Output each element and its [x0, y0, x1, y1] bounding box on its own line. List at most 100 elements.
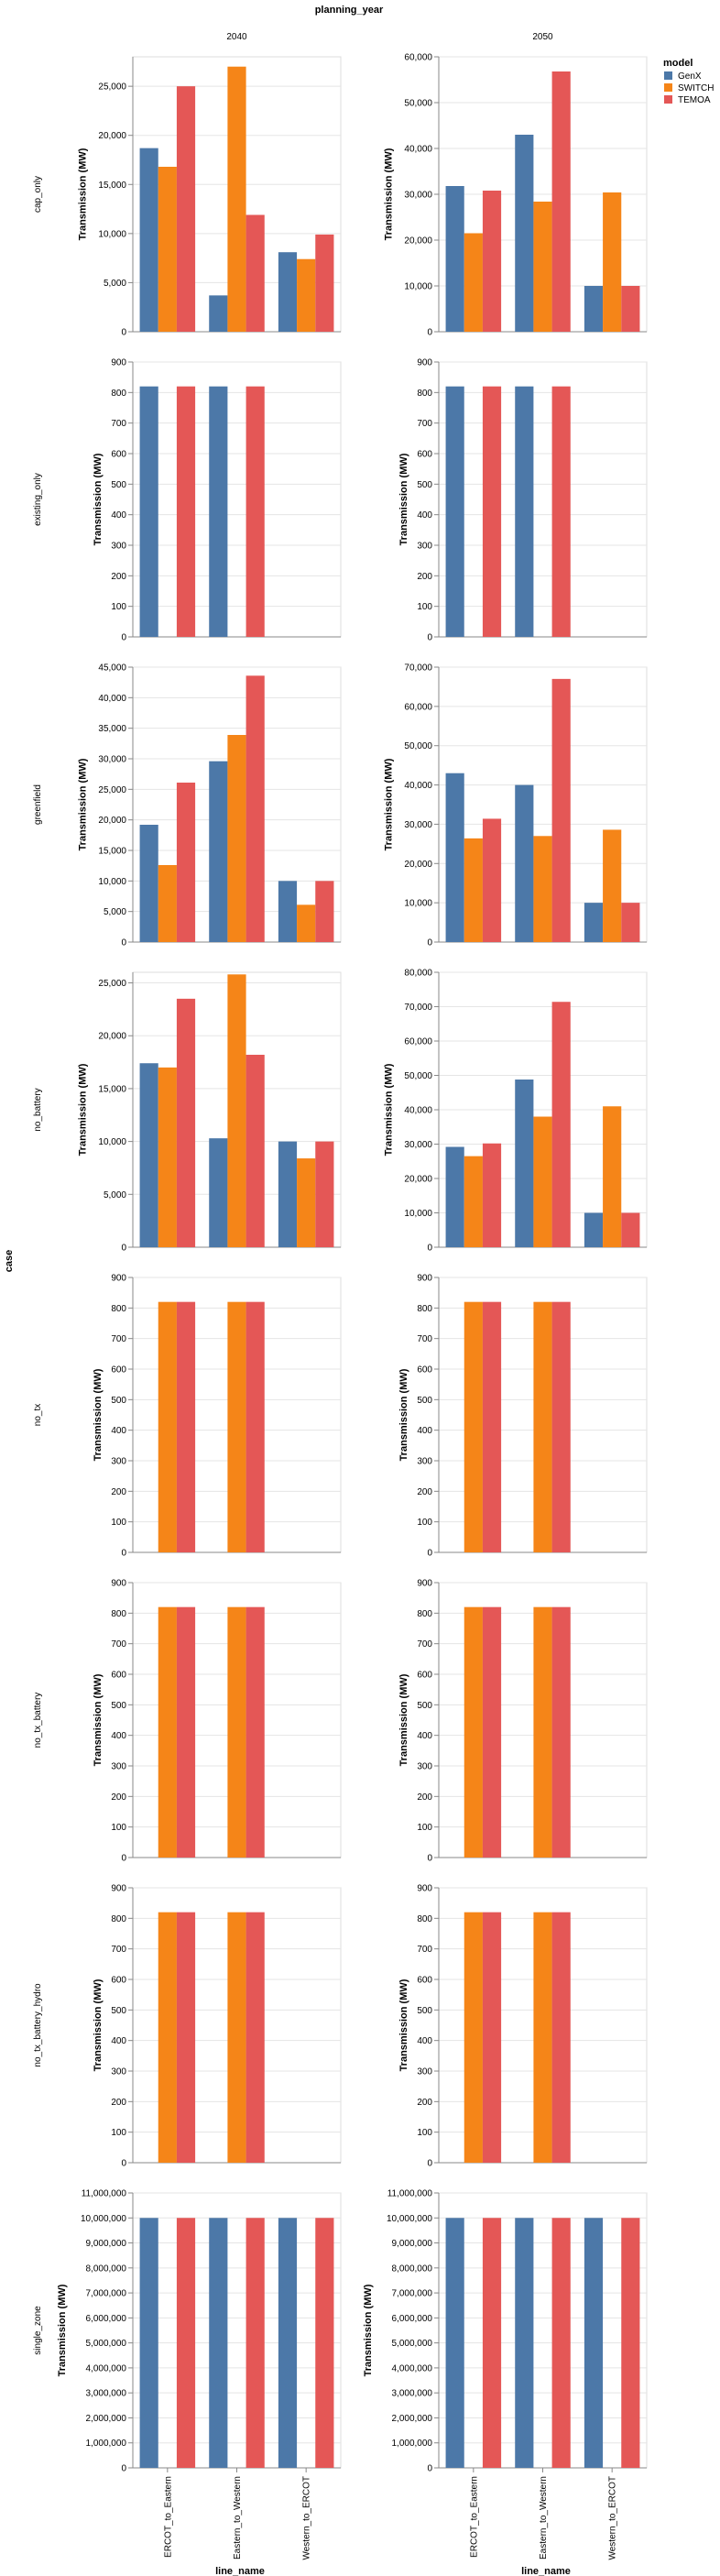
bar-greenfield-2050-genx-ercot-to-eastern — [445, 773, 464, 942]
panel-single-zone-2050-y-tick-label: 8,000,000 — [392, 2264, 433, 2274]
panel-single-zone-2040-y-tick-label: 11,000,000 — [82, 2189, 127, 2199]
bar-no-battery-2050-temoa-western-to-ercot — [621, 1212, 640, 1247]
panel-single-zone-2050-y-tick-label: 0 — [427, 2464, 432, 2474]
panel-greenfield-2050-y-tick-label: 10,000 — [404, 899, 432, 909]
panel-no-tx-battery-2040-y-tick-label: 800 — [111, 1609, 126, 1619]
bar-greenfield-2050-genx-western-to-ercot — [584, 903, 604, 942]
panel-existing-only-2050-y-tick-label: 800 — [417, 389, 432, 399]
panel-existing-only-2040-frame — [132, 361, 342, 638]
panel-no-tx-battery-hydro-2050-y-axis-title: Transmission (MW) — [398, 1979, 409, 2071]
column-facet-title: planning_year — [315, 5, 384, 16]
bar-no-tx-2040-switch-ercot-to-eastern — [158, 1301, 177, 1552]
panel-no-tx-2050-y-tick-label: 600 — [417, 1365, 432, 1376]
panel-no-tx-battery-2040-y-tick-label: 600 — [111, 1671, 126, 1681]
panel-no-tx-battery-2050-y-tick-label: 800 — [417, 1609, 432, 1619]
x-tick-label-ercot-to-eastern: ERCOT_to_Eastern — [469, 2476, 479, 2558]
bar-greenfield-2040-genx-eastern-to-western — [209, 761, 228, 942]
row-header-greenfield: greenfield — [33, 784, 43, 825]
bar-no-battery-2040-switch-western-to-ercot — [297, 1158, 316, 1247]
bar-no-tx-battery-hydro-2040-switch-ercot-to-eastern — [158, 1912, 177, 2163]
bar-cap-only-2050-switch-eastern-to-western — [533, 202, 552, 332]
bar-no-tx-battery-2050-switch-eastern-to-western — [533, 1606, 552, 1858]
panel-no-tx-battery-hydro-2040-y-tick-label: 300 — [111, 2067, 126, 2077]
panel-no-tx-battery-2040-y-tick-label: 900 — [111, 1579, 126, 1589]
legend-label-switch: SWITCH — [678, 83, 714, 93]
panel-no-tx-battery-hydro-2040-y-tick-label: 0 — [121, 2159, 126, 2169]
panel-no-tx-battery-hydro-2040-y-axis-title: Transmission (MW) — [93, 1979, 104, 2071]
bar-no-battery-2050-genx-ercot-to-eastern — [445, 1146, 464, 1247]
bar-no-battery-2050-temoa-ercot-to-eastern — [482, 1143, 502, 1247]
bar-no-tx-battery-2040-switch-ercot-to-eastern — [158, 1606, 177, 1858]
panel-no-tx-battery-2050-y-tick-label: 100 — [417, 1823, 432, 1833]
row-header-cap-only: cap_only — [33, 176, 43, 213]
panel-single-zone-2040-y-axis-title: Transmission (MW) — [57, 2284, 68, 2376]
bar-greenfield-2040-temoa-western-to-ercot — [315, 881, 334, 942]
panel-greenfield-2050-y-tick-label: 0 — [427, 938, 432, 948]
panel-greenfield-2050-y-tick-label: 20,000 — [404, 860, 432, 870]
panel-no-tx-battery-2050-y-tick-label: 0 — [427, 1854, 432, 1864]
panel-no-battery-2050-y-tick-label: 40,000 — [404, 1106, 432, 1116]
row-facet-title: case — [4, 1250, 15, 1272]
bar-cap-only-2040-genx-ercot-to-eastern — [139, 148, 158, 332]
panel-no-tx-battery-hydro-2040-y-tick-label: 800 — [111, 1914, 126, 1924]
bar-greenfield-2040-genx-western-to-ercot — [278, 881, 298, 942]
panel-no-tx-2050-y-tick-label: 0 — [427, 1549, 432, 1559]
panel-existing-only-2050-y-tick-label: 600 — [417, 450, 432, 460]
panel-existing-only-2040-y-tick-label: 200 — [111, 572, 126, 582]
row-header-no-tx: no_tx — [33, 1404, 43, 1426]
panel-no-tx-2040-y-tick-label: 500 — [111, 1396, 126, 1406]
panel-cap-only-2040-y-tick-label: 25,000 — [98, 82, 126, 93]
panel-existing-only-2050-y-axis-title: Transmission (MW) — [398, 453, 409, 545]
bar-cap-only-2040-temoa-western-to-ercot — [315, 234, 334, 332]
panel-existing-only-2040-y-tick-label: 500 — [111, 480, 126, 490]
bar-cap-only-2040-genx-western-to-ercot — [278, 252, 298, 332]
panel-existing-only-2050-y-tick-label: 900 — [417, 358, 432, 368]
bar-no-tx-2040-temoa-ercot-to-eastern — [176, 1301, 196, 1552]
panel-existing-only-2040-y-tick-label: 300 — [111, 542, 126, 552]
bar-no-tx-2050-temoa-eastern-to-western — [551, 1301, 571, 1552]
bar-no-battery-2050-switch-western-to-ercot — [603, 1106, 622, 1247]
panel-no-tx-battery-hydro-2050-y-tick-label: 900 — [417, 1884, 432, 1894]
bar-no-tx-2050-temoa-ercot-to-eastern — [482, 1301, 502, 1552]
panel-existing-only-2040-y-tick-label: 900 — [111, 358, 126, 368]
panel-greenfield-2040-y-tick-label: 20,000 — [98, 816, 126, 826]
panel-no-tx-battery-hydro-2040-y-tick-label: 100 — [111, 2128, 126, 2138]
panel-no-tx-battery-hydro-2050-y-tick-label: 800 — [417, 1914, 432, 1924]
bar-cap-only-2040-switch-eastern-to-western — [227, 66, 246, 332]
panel-no-tx-2050-y-tick-label: 100 — [417, 1518, 432, 1528]
panel-no-tx-battery-2040-y-axis-title: Transmission (MW) — [93, 1673, 104, 1766]
panel-no-tx-2050-y-tick-label: 300 — [417, 1457, 432, 1467]
panel-single-zone-2050-y-tick-label: 1,000,000 — [392, 2439, 433, 2449]
bar-no-battery-2050-temoa-eastern-to-western — [551, 1002, 571, 1247]
bar-single-zone-2050-temoa-ercot-to-eastern — [482, 2218, 502, 2468]
bar-single-zone-2040-temoa-ercot-to-eastern — [176, 2218, 196, 2468]
panel-single-zone-2040-y-tick-label: 5,000,000 — [86, 2339, 127, 2349]
bar-no-battery-2040-genx-eastern-to-western — [209, 1138, 228, 1247]
panel-cap-only-2050-y-tick-label: 0 — [427, 328, 432, 338]
panel-greenfield-2050-y-tick-label: 50,000 — [404, 741, 432, 751]
bar-no-battery-2040-temoa-ercot-to-eastern — [176, 998, 196, 1247]
bar-no-battery-2040-switch-eastern-to-western — [227, 974, 246, 1247]
bar-cap-only-2040-switch-ercot-to-eastern — [158, 167, 177, 332]
panel-no-tx-battery-hydro-2050-y-tick-label: 100 — [417, 2128, 432, 2138]
facet-grid: 2040 2050 cap_only 0 5,000 10,000 15,000 20,000… — [33, 32, 648, 2560]
legend: model GenX SWITCH TEMOA — [663, 58, 714, 105]
panel-existing-only-2050-y-tick-label: 300 — [417, 542, 432, 552]
panel-existing-only-2040-y-tick-label: 600 — [111, 450, 126, 460]
panel-cap-only-2040-y-tick-label: 15,000 — [98, 181, 126, 191]
bar-no-tx-battery-2040-temoa-ercot-to-eastern — [176, 1606, 196, 1858]
panel-existing-only-2040-y-tick-label: 400 — [111, 510, 126, 521]
panel-no-tx-battery-hydro-2050-y-tick-label: 700 — [417, 1945, 432, 1955]
bar-no-tx-battery-2050-temoa-ercot-to-eastern — [482, 1606, 502, 1858]
panel-no-tx-battery-hydro-2050-y-tick-label: 200 — [417, 2098, 432, 2108]
bar-no-tx-battery-2040-temoa-eastern-to-western — [245, 1606, 265, 1858]
panel-no-battery-2050-y-tick-label: 30,000 — [404, 1140, 432, 1150]
panel-greenfield-2040-y-tick-label: 40,000 — [98, 694, 126, 704]
panel-no-battery-2050-y-tick-label: 0 — [427, 1244, 432, 1254]
panel-single-zone-2040-y-tick-label: 2,000,000 — [86, 2414, 127, 2424]
panel-greenfield-2040-y-tick-label: 25,000 — [98, 785, 126, 795]
x-axis-title-col-1: line_name — [215, 2566, 265, 2576]
panel-existing-only-2040-y-axis-title: Transmission (MW) — [93, 453, 104, 545]
